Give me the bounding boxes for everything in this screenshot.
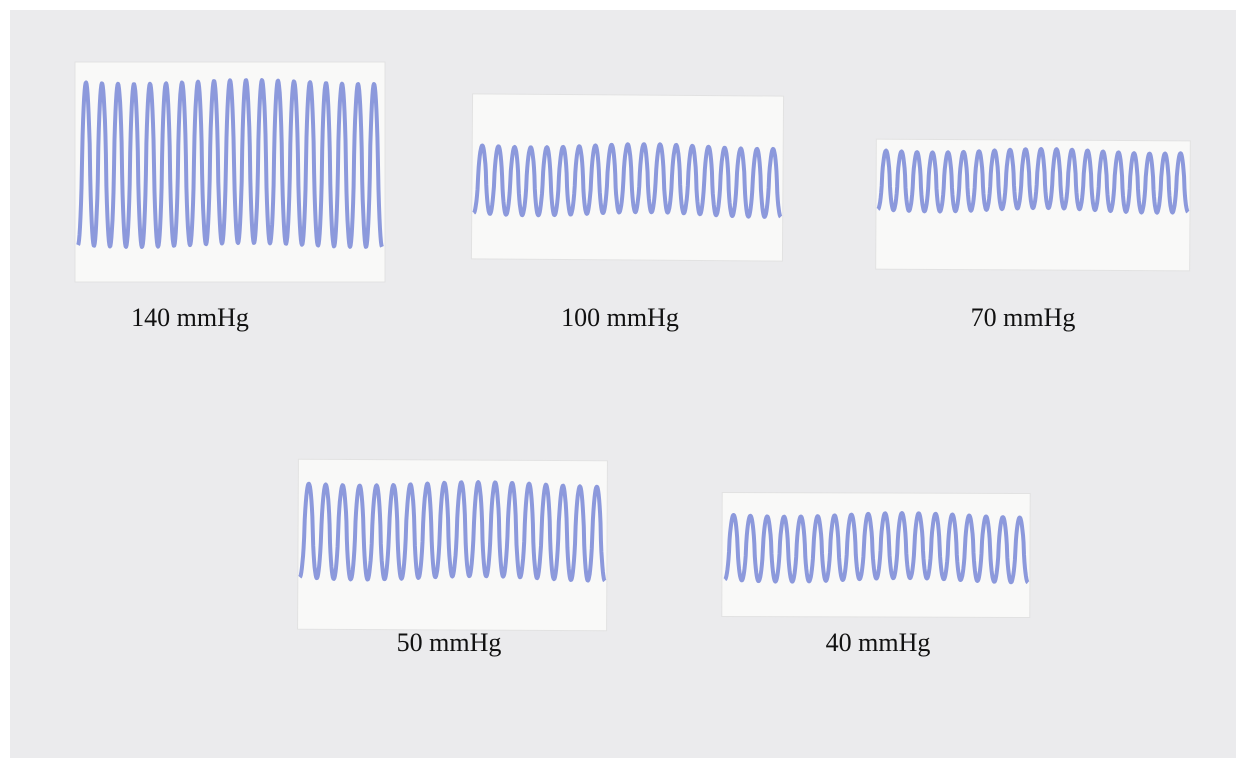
pressure-label: 40 mmHg [826,628,931,657]
recording-strip [298,459,608,631]
scan: 140 mmHg 100 mmHg 70 mmHg 50 mmHg 40 mmHg [0,0,1236,758]
recording-strip [722,492,1030,617]
recording-strip [75,62,385,282]
recording-strip [876,139,1191,271]
pressure-label: 140 mmHg [131,303,249,332]
page: 140 mmHg100 mmHg70 mmHg50 mmHg40 mmHg ((… [0,0,1236,758]
pressure-label: 70 mmHg [971,303,1076,332]
recording-strip [471,94,783,261]
pressure-label: 50 mmHg [397,628,502,657]
pressure-label: 100 mmHg [561,303,679,332]
paper-strip [722,492,1030,617]
